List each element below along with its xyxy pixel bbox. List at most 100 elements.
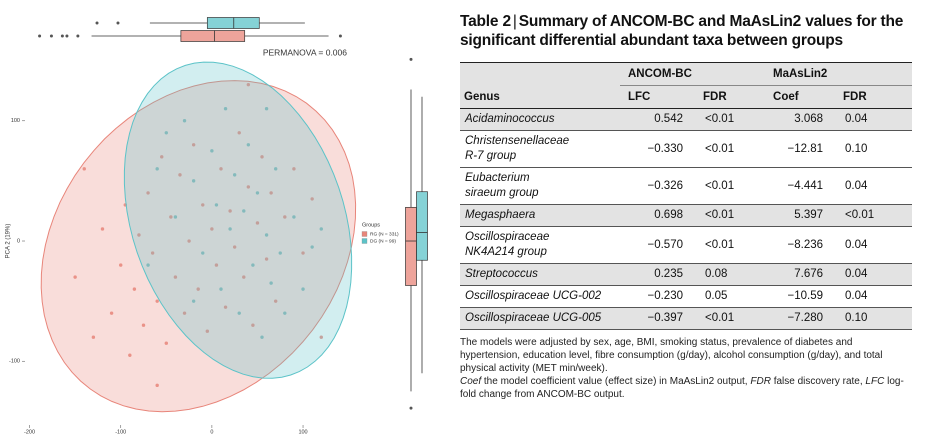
point [283,311,287,315]
point [223,305,228,309]
value-cell: 5.397 [765,204,836,227]
point [223,107,228,111]
abbreviation-definition: false discovery rate, [773,376,863,387]
table-header: ANCOM-BC MaAsLin2 Genus LFC FDR Coef FDR [460,62,913,109]
point [191,179,196,183]
value-cell: −4.441 [765,167,836,205]
annotation: PERMANOVA = 0.006 [263,47,347,57]
table-title-block: Table 2 | Summary of ANCOM-BC and MaAsLin2… [460,12,912,50]
table-row: Christensenellaceae R-7 group −0.330 <0.01−… [460,130,913,168]
value-cell: −0.330 [620,130,695,168]
outlier [60,34,64,38]
genus-cell: Megasphaera [460,204,620,227]
point [246,82,251,87]
point [319,227,323,231]
point [246,185,251,189]
table-row: Oscillospiraceae NK4A214 group −0.570 <0.01… [460,226,913,264]
point [214,203,219,207]
point [119,263,123,267]
table-notes: The models were adjusted by sex, age, BM… [460,336,912,401]
point [146,263,150,267]
group-header: ANCOM-BC [620,62,766,86]
value-cell: 0.08 [695,263,766,286]
value-cell: <0.01 [835,204,913,227]
point [260,155,264,159]
value-cell: −0.397 [620,307,695,330]
point [251,263,255,267]
point [137,233,141,237]
value-cell: <0.01 [695,130,766,168]
chart: PCA 2 (19%) PERMANOVA = 0.006 Groups -20… [6,17,428,435]
outlier [95,21,99,25]
point [232,245,237,249]
point [310,245,314,249]
table-row: Megasphaera 0.698 <0.01 5.397 <0.01 [460,204,913,227]
outlier [65,34,69,38]
value-cell: <0.01 [695,307,766,330]
genus-line: Oscillospiraceae UCG-005 [465,312,602,324]
point [269,281,273,285]
point [273,299,278,303]
genus-line: Eubacterium [465,172,530,184]
separator: | [512,13,517,30]
value-cell: −0.326 [620,167,695,205]
abbreviation-term: Coef [460,376,482,387]
value-cell: −0.570 [620,226,695,264]
outlier [116,21,120,25]
box [206,17,260,29]
abbreviation-term: LFC [865,376,885,387]
point [155,299,159,303]
column-header: LFC [628,91,651,103]
point [178,173,182,177]
outlier [409,406,413,410]
y-tick-label: 0 [17,238,20,244]
point [278,251,282,255]
genus-cell: Oscillospiraceae UCG-005 [460,307,620,330]
confidence-ellipse [123,61,353,379]
point [310,197,314,201]
point [141,323,146,327]
point [160,155,164,159]
point [132,287,137,291]
header-row: Genus LFC FDR Coef FDR [460,85,913,109]
genus-cell: Eubacterium siraeum group [460,167,620,205]
point [246,143,251,147]
y-axis-label: PCA 2 (19%) [6,224,12,259]
point [150,251,155,255]
value-cell: 0.10 [835,130,913,168]
table-label: Table 2 [460,13,511,30]
point [237,311,241,315]
value-cell: 0.04 [835,108,913,131]
point [91,335,96,339]
value-cell: 0.10 [835,307,913,330]
point [196,287,200,291]
point [210,149,214,153]
point [187,239,191,243]
table-row: Eubacterium siraeum group −0.326 <0.01 −4.44… [460,167,913,205]
genus-line: Oscillospiraceae [465,231,550,243]
value-cell: <0.01 [695,226,766,264]
x-tick-label: 100 [298,429,307,435]
header-row: ANCOM-BC MaAsLin2 [460,62,913,86]
confidence-ellipse [40,80,357,413]
value-cell: 0.04 [835,167,913,205]
y-tick-label: -100 [9,359,20,365]
point [228,227,232,231]
genus-cell: Oscillospiraceae UCG-002 [460,285,620,308]
value-cell: 0.04 [835,263,913,286]
abbreviation-definition: log-fold change from ANCOM-BC output. [460,376,904,400]
point [173,215,178,219]
point [201,251,205,255]
genus-cell: Acidaminococcus [460,108,620,131]
box [405,206,417,286]
box [180,30,246,42]
legend-swatch [361,231,368,237]
value-cell: 0.05 [695,285,766,308]
points-layer [73,82,323,388]
point [155,383,159,388]
point [146,191,150,195]
outlier [38,34,42,38]
point [292,167,296,171]
value-cell: <0.01 [695,108,766,131]
